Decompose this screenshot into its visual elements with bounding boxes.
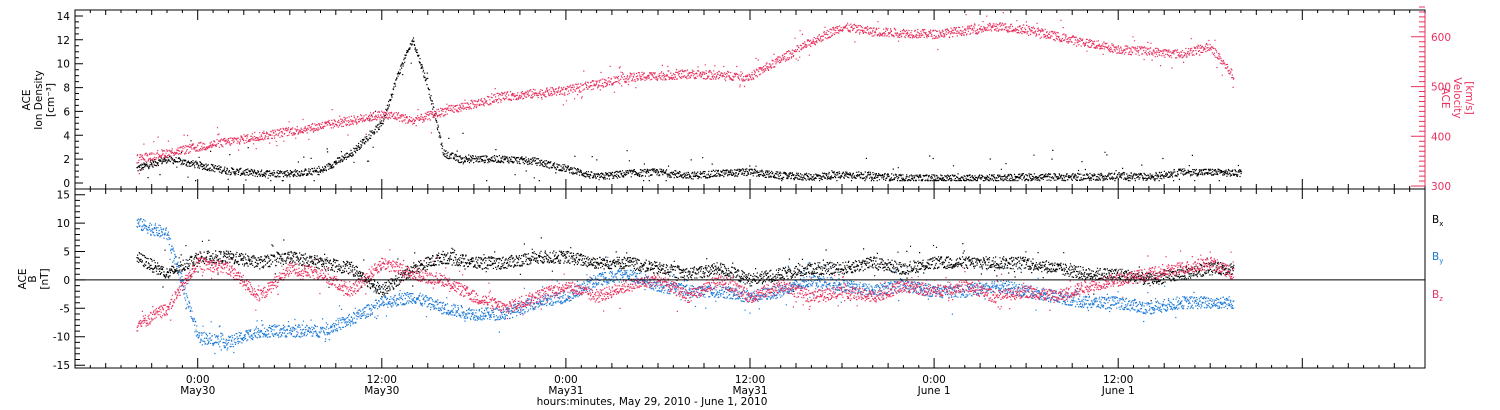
xtick-time-label: 0:00 bbox=[922, 374, 946, 386]
legend-bx-sub: x bbox=[1439, 220, 1443, 228]
velocity-ytick-label: 400 bbox=[1431, 131, 1451, 143]
legend-bx: Bx bbox=[1432, 214, 1443, 228]
velocity-ylabel-line3: [km/s] bbox=[1463, 81, 1475, 115]
tick-marks bbox=[74, 6, 1426, 368]
legend-bx-main: B bbox=[1432, 214, 1439, 226]
svg-text:By: By bbox=[1432, 251, 1443, 265]
legend-by-sub: y bbox=[1439, 257, 1443, 265]
bottom-ylabel-line3: [nT] bbox=[39, 268, 51, 289]
velocity-axis-ticks bbox=[1411, 6, 1425, 187]
top-ytick-label: 8 bbox=[63, 83, 70, 95]
bz-series-points bbox=[136, 249, 1235, 332]
top-ytick-label: 2 bbox=[63, 154, 70, 166]
legend-by-main: B bbox=[1432, 251, 1439, 263]
density-points bbox=[136, 37, 1243, 182]
bottom-ytick-label: 10 bbox=[57, 218, 70, 230]
velocity-ylabel-line1: ACE bbox=[1439, 88, 1451, 109]
top-ylabel-line1: ACE bbox=[21, 90, 33, 111]
bottom-panel-data-points bbox=[136, 218, 1235, 355]
bottom-ylabel-line2: B bbox=[27, 275, 39, 282]
xtick-date-label: May31 bbox=[732, 385, 767, 397]
velocity-ylabel-line2: Velocity bbox=[1451, 77, 1463, 118]
top-ytick-label: 10 bbox=[57, 59, 70, 71]
top-right-ylabel: ACE Velocity [km/s] bbox=[1439, 77, 1475, 118]
top-ytick-label: 4 bbox=[63, 130, 70, 142]
bottom-ytick-label: -5 bbox=[60, 303, 70, 315]
velocity-ytick-label: 300 bbox=[1431, 181, 1451, 193]
xtick-date-label: June 1 bbox=[1101, 385, 1135, 397]
xtick-date-label: May30 bbox=[180, 385, 215, 397]
velocity-points bbox=[136, 12, 1235, 175]
x-axis-title: hours:minutes, May 29, 2010 - June 1, 20… bbox=[537, 396, 768, 408]
xtick-date-label: May30 bbox=[364, 385, 399, 397]
xtick-date-label: June 1 bbox=[917, 385, 951, 397]
legend-bz-sub: z bbox=[1439, 295, 1443, 303]
legend-bz-main: B bbox=[1432, 289, 1439, 301]
bottom-left-ylabel: ACE B [nT] bbox=[17, 268, 51, 289]
bottom-ytick-label: -15 bbox=[53, 360, 70, 372]
xtick-time-label: 0:00 bbox=[186, 374, 210, 386]
velocity-ytick-label: 500 bbox=[1431, 82, 1451, 94]
svg-text:Bz: Bz bbox=[1432, 289, 1443, 303]
xtick-time-label: 12:00 bbox=[735, 374, 765, 386]
xtick-date-label: May31 bbox=[548, 385, 583, 397]
bottom-ytick-label: 0 bbox=[63, 275, 70, 287]
xtick-time-label: 12:00 bbox=[367, 374, 397, 386]
top-ytick-label: 12 bbox=[57, 35, 70, 47]
velocity-ytick-label: 600 bbox=[1431, 32, 1451, 44]
bottom-ylabel-line1: ACE bbox=[17, 269, 29, 290]
top-left-ylabel: ACE Ion Density [cm⁻³] bbox=[21, 70, 57, 129]
top-ylabel-line3: [cm⁻³] bbox=[45, 83, 57, 117]
svg-text:Bx: Bx bbox=[1432, 214, 1443, 228]
top-ytick-label: 6 bbox=[63, 106, 70, 118]
top-ytick-label: 0 bbox=[63, 178, 70, 190]
bottom-ytick-label: 15 bbox=[57, 190, 70, 202]
tick-labels: 0 2 4 6 8 10 12 14 300 400 500 600 -15 -10 -5 0 5 10 15 0:0… bbox=[53, 11, 1451, 397]
top-panel-frame bbox=[74, 9, 1426, 190]
bottom-ytick-label: 5 bbox=[63, 247, 70, 259]
xtick-time-label: 12:00 bbox=[1103, 374, 1133, 386]
top-ytick-label: 14 bbox=[57, 11, 71, 23]
xtick-time-label: 0:00 bbox=[554, 374, 578, 386]
top-ylabel-line2: Ion Density bbox=[33, 70, 45, 129]
legend-bz: Bz bbox=[1432, 289, 1443, 303]
bx-series-points bbox=[136, 237, 1235, 302]
bottom-ytick-label: -10 bbox=[53, 332, 70, 344]
axis-ticks bbox=[74, 10, 1426, 368]
top-panel-data-points bbox=[136, 12, 1243, 182]
legend-by: By bbox=[1432, 251, 1443, 265]
